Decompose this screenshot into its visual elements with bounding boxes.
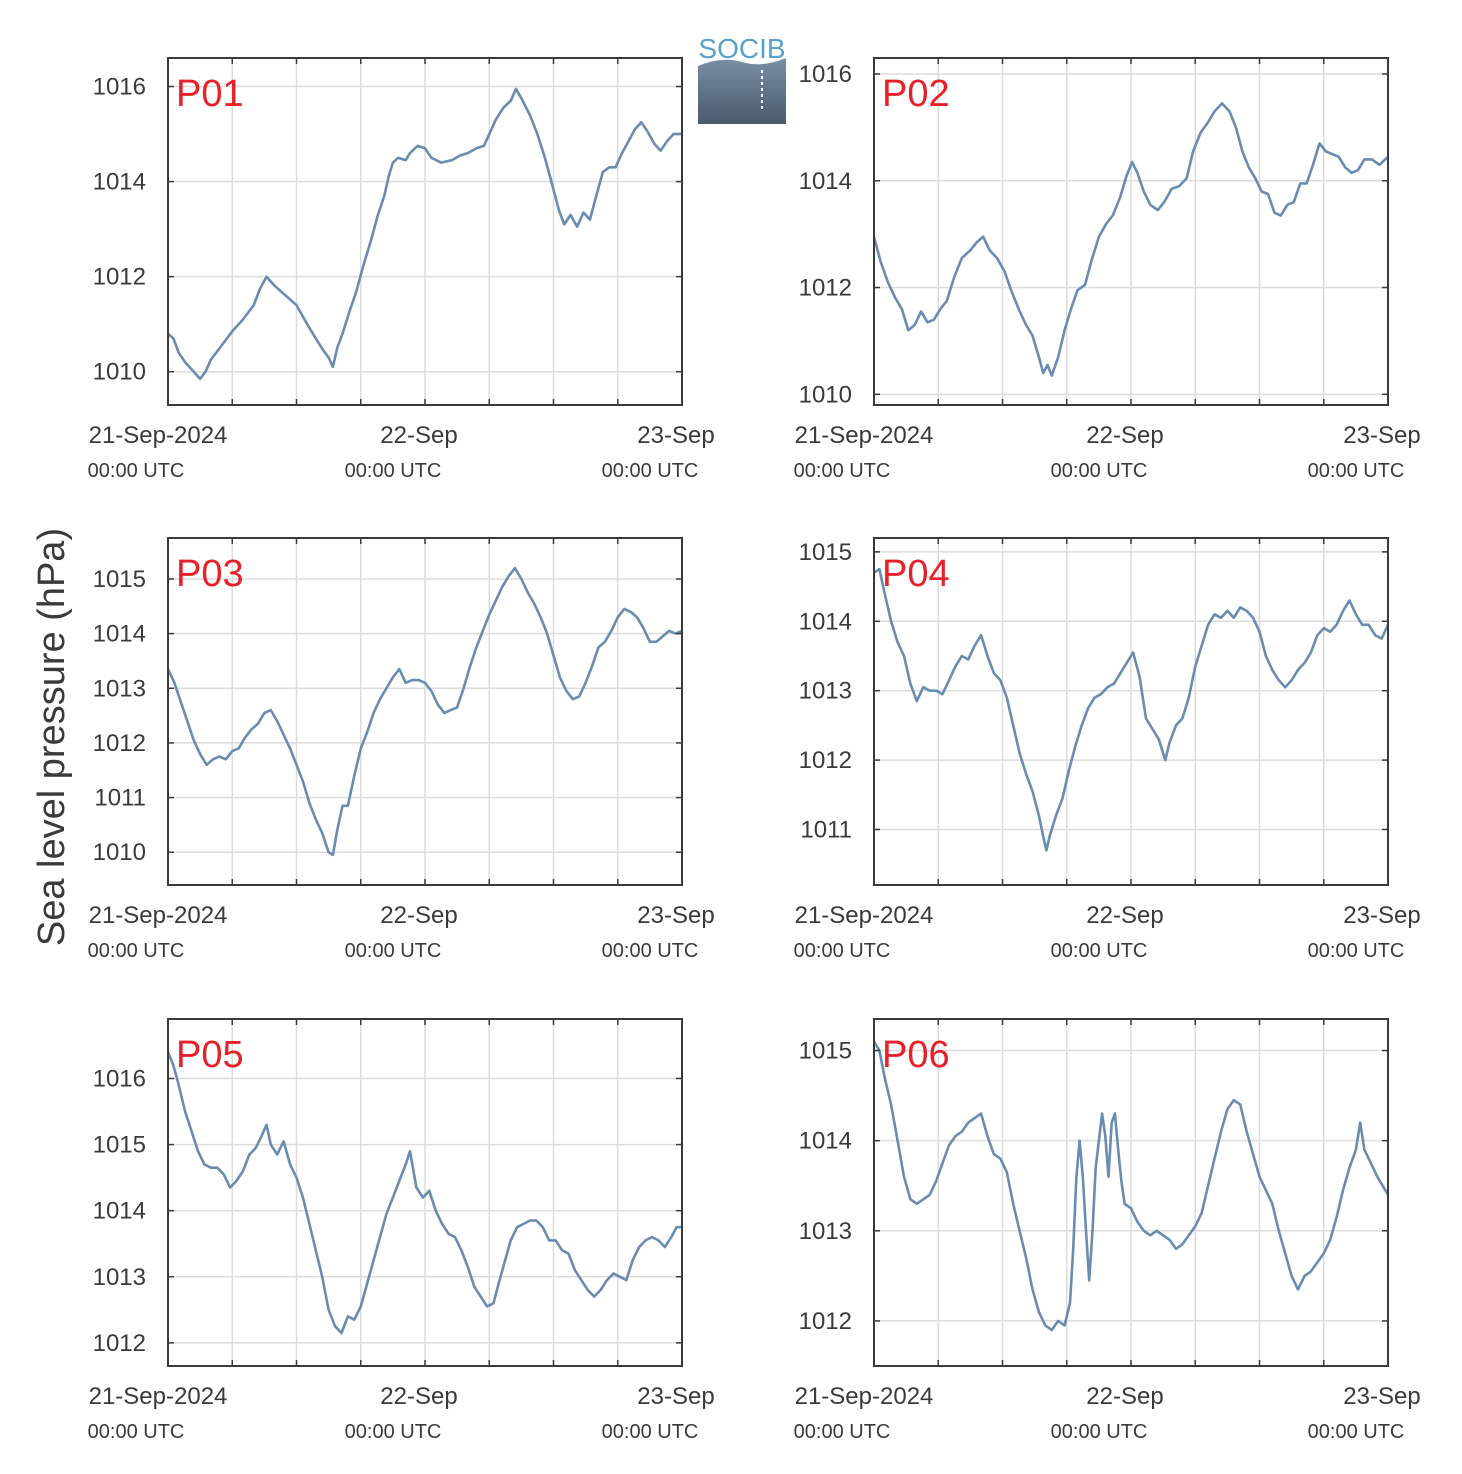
x-tick-label-time: 00:00 UTC — [345, 1421, 442, 1443]
x-tick-label-time: 00:00 UTC — [794, 1421, 891, 1443]
y-tick-label: 1012 — [93, 264, 146, 291]
y-tick-label: 1011 — [800, 816, 852, 843]
x-tick-label-date: 23-Sep — [1343, 902, 1420, 929]
logo-text: SOCIB — [698, 33, 785, 64]
x-tick-label-date: 22-Sep — [1086, 1383, 1163, 1410]
x-tick-label-time: 00:00 UTC — [1051, 460, 1148, 482]
panel-label-p06: P06 — [882, 1034, 950, 1076]
panel-label-p05: P05 — [176, 1034, 244, 1076]
x-tick-label-time: 00:00 UTC — [88, 460, 185, 482]
x-tick-label-time: 00:00 UTC — [88, 940, 185, 962]
x-tick-label-date: 22-Sep — [380, 902, 457, 929]
x-tick-label-time: 00:00 UTC — [794, 940, 891, 962]
x-tick-label-date: 23-Sep — [1343, 1383, 1420, 1410]
series-line-p03 — [166, 566, 683, 857]
panel-label-p04: P04 — [882, 553, 950, 595]
x-tick-label-date: 21-Sep-2024 — [795, 422, 934, 449]
y-tick-label: 1015 — [799, 1038, 852, 1065]
series-line-p02 — [872, 102, 1389, 377]
x-tick-label-time: 00:00 UTC — [1051, 1421, 1148, 1443]
y-tick-label: 1012 — [799, 1308, 852, 1335]
y-tick-label: 1014 — [799, 168, 852, 195]
series-line-p06 — [872, 1040, 1390, 1332]
x-tick-label-time: 00:00 UTC — [794, 460, 891, 482]
x-tick-label-date: 23-Sep — [637, 902, 714, 929]
x-tick-label-time: 00:00 UTC — [345, 460, 442, 482]
y-tick-label: 1010 — [93, 839, 146, 866]
x-tick-label-time: 00:00 UTC — [602, 460, 699, 482]
y-tick-label: 1010 — [799, 381, 852, 408]
y-tick-label: 1014 — [93, 169, 146, 196]
x-tick-label-date: 23-Sep — [1343, 422, 1420, 449]
panel-p03: 1010 1011 1012 1013 1014 1015 21-Sep-2024 00:00… — [88, 537, 715, 962]
y-tick-label: 1013 — [93, 675, 146, 702]
y-tick-label: 1012 — [799, 275, 852, 302]
y-tick-label: 1013 — [799, 1218, 852, 1245]
x-tick-label-time: 00:00 UTC — [1308, 460, 1405, 482]
x-tick-label-date: 23-Sep — [637, 1383, 714, 1410]
y-tick-label: 1015 — [93, 1132, 146, 1159]
logo-wave-shape — [698, 58, 786, 124]
series-line-p05 — [166, 1051, 682, 1335]
panel-label-p03: P03 — [176, 553, 244, 595]
y-tick-label: 1015 — [799, 539, 852, 566]
socib-logo: SOCIB — [698, 33, 786, 124]
panel-p05: 1012 1013 1014 1015 1016 21-Sep-2024 00:00 UTC… — [88, 1018, 715, 1443]
x-tick-label-time: 00:00 UTC — [1308, 1421, 1405, 1443]
x-tick-label-time: 00:00 UTC — [1308, 940, 1405, 962]
y-tick-label: 1013 — [799, 678, 852, 705]
x-tick-label-time: 00:00 UTC — [345, 940, 442, 962]
y-tick-label: 1016 — [93, 74, 146, 101]
x-tick-label-date: 22-Sep — [1086, 422, 1163, 449]
panel-p06: 1012 1013 1014 1015 21-Sep-2024 00:00 UTC 22-S… — [794, 1018, 1421, 1443]
x-tick-label-date: 22-Sep — [380, 1383, 457, 1410]
y-axis-label: Sea level pressure (hPa) — [31, 528, 73, 946]
y-tick-label: 1014 — [93, 621, 146, 648]
y-tick-label: 1012 — [93, 730, 146, 757]
series-line-p01 — [167, 87, 682, 381]
panel-p02: 1010 1012 1014 1016 21-Sep-2024 00:00 UTC 22-S… — [794, 57, 1421, 482]
x-tick-label-time: 00:00 UTC — [1051, 940, 1148, 962]
panel-label-p01: P01 — [176, 73, 244, 115]
y-tick-label: 1011 — [94, 785, 146, 812]
panel-p01: 1010 1012 1014 1016 21-Sep-2024 00:00 UTC 22-S… — [88, 57, 715, 482]
x-tick-label-time: 00:00 UTC — [602, 1421, 699, 1443]
y-tick-label: 1015 — [93, 566, 146, 593]
y-tick-label: 1016 — [93, 1065, 146, 1092]
y-tick-label: 1013 — [93, 1264, 146, 1291]
x-tick-label-time: 00:00 UTC — [88, 1421, 185, 1443]
y-tick-label: 1012 — [799, 747, 852, 774]
x-tick-label-time: 00:00 UTC — [602, 940, 699, 962]
x-tick-label-date: 23-Sep — [637, 422, 714, 449]
x-tick-label-date: 21-Sep-2024 — [89, 902, 228, 929]
x-tick-label-date: 21-Sep-2024 — [795, 1383, 934, 1410]
x-tick-label-date: 21-Sep-2024 — [89, 422, 228, 449]
x-tick-label-date: 22-Sep — [380, 422, 457, 449]
y-tick-label: 1014 — [799, 1128, 852, 1155]
y-tick-label: 1016 — [799, 61, 852, 88]
y-tick-label: 1014 — [799, 608, 852, 635]
panel-label-p02: P02 — [882, 73, 950, 115]
x-tick-label-date: 21-Sep-2024 — [89, 1383, 228, 1410]
y-tick-label: 1014 — [93, 1198, 146, 1225]
panel-p04: 1011 1012 1013 1014 1015 21-Sep-2024 00:00 UTC… — [794, 537, 1421, 962]
series-line-p04 — [873, 567, 1390, 852]
x-tick-label-date: 21-Sep-2024 — [795, 902, 934, 929]
y-tick-label: 1010 — [93, 359, 146, 386]
x-tick-label-date: 22-Sep — [1086, 902, 1163, 929]
y-tick-label: 1012 — [93, 1330, 146, 1357]
